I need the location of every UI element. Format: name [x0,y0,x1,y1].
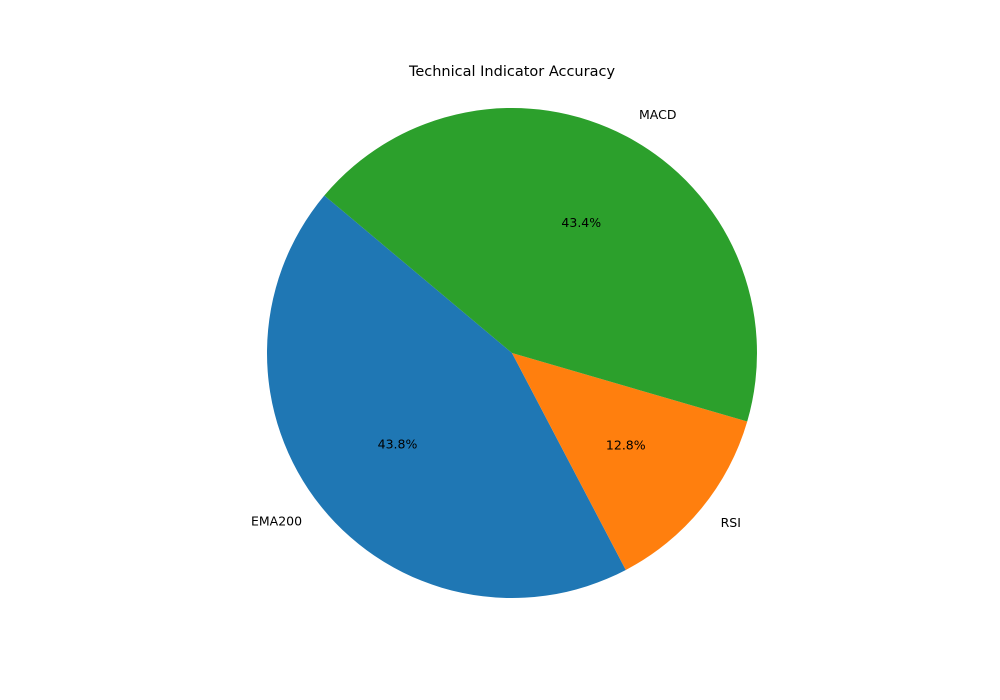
slice-percent-macd: 43.4% [561,215,601,230]
pie-slices [267,107,757,598]
slice-label-ema200: EMA200 [251,514,302,529]
pie-slice-rsi [512,353,748,570]
pie-slice-ema200 [267,195,626,598]
slice-label-macd: MACD [639,107,676,122]
pie-slice-macd [324,107,757,422]
slice-percent-ema200: 43.8% [378,437,418,452]
pie-labels: EMA200 43.8% RSI 12.8% MACD 43.4% [251,107,741,530]
slice-percent-rsi: 12.8% [606,438,646,453]
slice-label-rsi: RSI [721,515,741,530]
chart-title: Technical Indicator Accuracy [408,64,615,80]
